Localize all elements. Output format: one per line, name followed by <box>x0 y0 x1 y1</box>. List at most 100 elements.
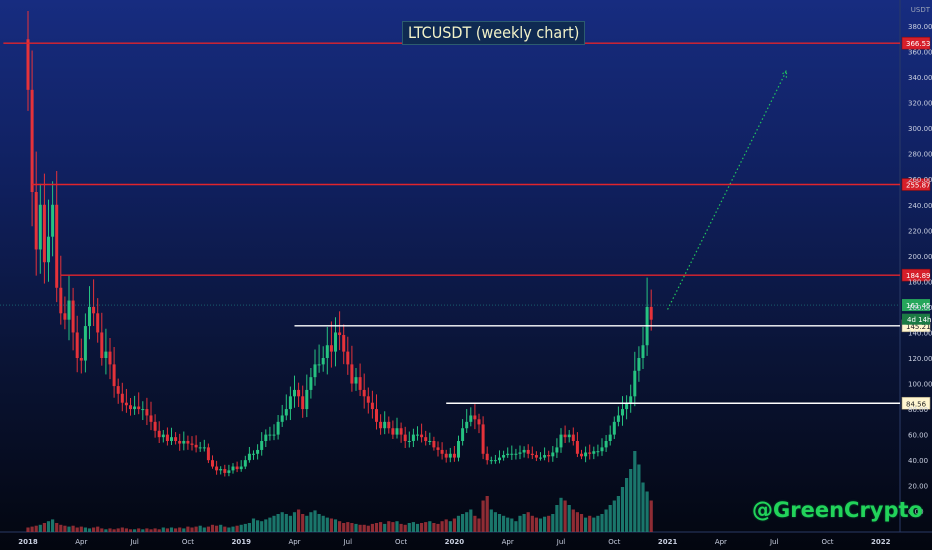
candle-body <box>510 453 514 455</box>
volume-bar <box>169 527 174 532</box>
volume-bar <box>436 523 440 532</box>
volume-bar <box>354 523 358 532</box>
volume-bar <box>456 515 461 532</box>
volume-bar <box>112 529 116 532</box>
volume-bars <box>26 451 653 532</box>
watermark: @GreenCrypto <box>752 498 923 522</box>
volume-bar <box>137 528 141 532</box>
volume-bar <box>30 526 34 532</box>
candle-body <box>440 449 444 454</box>
volume-bar <box>124 528 128 532</box>
candle-body <box>243 460 247 467</box>
candle-body <box>354 377 358 384</box>
candle-body <box>575 441 579 454</box>
candle-body <box>539 457 542 459</box>
volume-bar <box>497 514 502 532</box>
candle-body <box>407 441 411 442</box>
volume-bar <box>292 512 297 532</box>
volume-bar <box>530 515 534 532</box>
candle-body <box>88 306 91 327</box>
volume-bar <box>370 523 374 532</box>
volume-bar <box>305 515 309 532</box>
volume-bar <box>235 525 239 532</box>
volume-bar <box>387 521 391 532</box>
candle-body <box>584 452 588 457</box>
candle-body <box>444 453 448 458</box>
volume-bar <box>256 520 260 532</box>
volume-bar <box>313 510 317 532</box>
volume-bar <box>280 512 284 532</box>
candle-body <box>379 421 383 429</box>
candle-body <box>194 444 198 448</box>
candle-body <box>403 434 407 441</box>
volume-bar <box>301 514 305 532</box>
volume-bar <box>383 523 387 532</box>
candle-body <box>219 469 223 471</box>
candle-body <box>288 396 292 410</box>
volume-bar <box>223 526 227 532</box>
candle-body <box>182 441 186 444</box>
volume-bar <box>600 514 604 532</box>
candle-body <box>518 452 522 454</box>
candle-body <box>112 364 116 387</box>
volume-bar <box>481 500 485 532</box>
candle-body <box>174 437 178 441</box>
volume-bar <box>612 500 616 532</box>
candle-body <box>124 402 128 406</box>
volume-bar <box>469 509 473 532</box>
y-tick-label: 300.00 <box>908 125 932 133</box>
volume-bar <box>543 516 547 532</box>
volume-bar <box>338 521 342 532</box>
volume-bar <box>186 526 190 532</box>
candle-body <box>428 441 432 442</box>
candle-body <box>313 364 317 378</box>
volume-bar <box>592 517 596 532</box>
candle-body <box>629 396 633 403</box>
volume-bar <box>59 524 63 532</box>
candle-body <box>325 345 329 358</box>
candle-body <box>350 364 354 384</box>
volume-bar <box>596 515 600 532</box>
volume-bar <box>625 478 629 532</box>
candle-body <box>416 434 419 436</box>
volume-bar <box>489 509 493 532</box>
volume-bar <box>83 527 87 532</box>
candle-body <box>563 434 567 438</box>
quote-currency-label: USDT <box>910 6 930 14</box>
volume-bar <box>104 529 108 532</box>
volume-bar <box>247 523 251 532</box>
candle-body <box>633 370 637 397</box>
x-tick-label: 2022 <box>871 538 891 546</box>
volume-bar <box>538 518 543 532</box>
volume-bar <box>157 529 161 532</box>
candle-body <box>83 326 87 361</box>
volume-bar <box>452 518 456 532</box>
volume-bar <box>194 526 198 532</box>
volume-bar <box>461 514 465 532</box>
volume-bar <box>92 527 96 532</box>
candle-body <box>375 409 378 422</box>
candle-body <box>264 434 268 441</box>
volume-bar <box>342 523 346 532</box>
volume-bar <box>321 515 325 532</box>
volume-bar <box>403 524 407 532</box>
candle-body <box>342 335 346 352</box>
volume-bar <box>34 525 38 532</box>
volume-bar <box>620 487 625 532</box>
candle-body <box>309 377 313 390</box>
current-price-label: 161.45 <box>906 302 931 310</box>
y-tick-label: 60.00 <box>908 432 928 440</box>
volume-bar <box>178 527 182 532</box>
y-tick-label: 40.00 <box>908 457 928 465</box>
volume-bar <box>395 521 399 532</box>
y-tick-label: 20.00 <box>908 483 928 491</box>
candle-body <box>399 428 403 435</box>
volume-bar <box>51 519 55 532</box>
candle-body <box>420 434 424 438</box>
y-tick-label: 320.00 <box>908 100 932 108</box>
volume-bar <box>506 517 510 532</box>
candle-body <box>465 421 469 429</box>
volume-bar <box>411 522 415 532</box>
candle-body <box>457 441 460 458</box>
volume-bar <box>362 524 366 532</box>
